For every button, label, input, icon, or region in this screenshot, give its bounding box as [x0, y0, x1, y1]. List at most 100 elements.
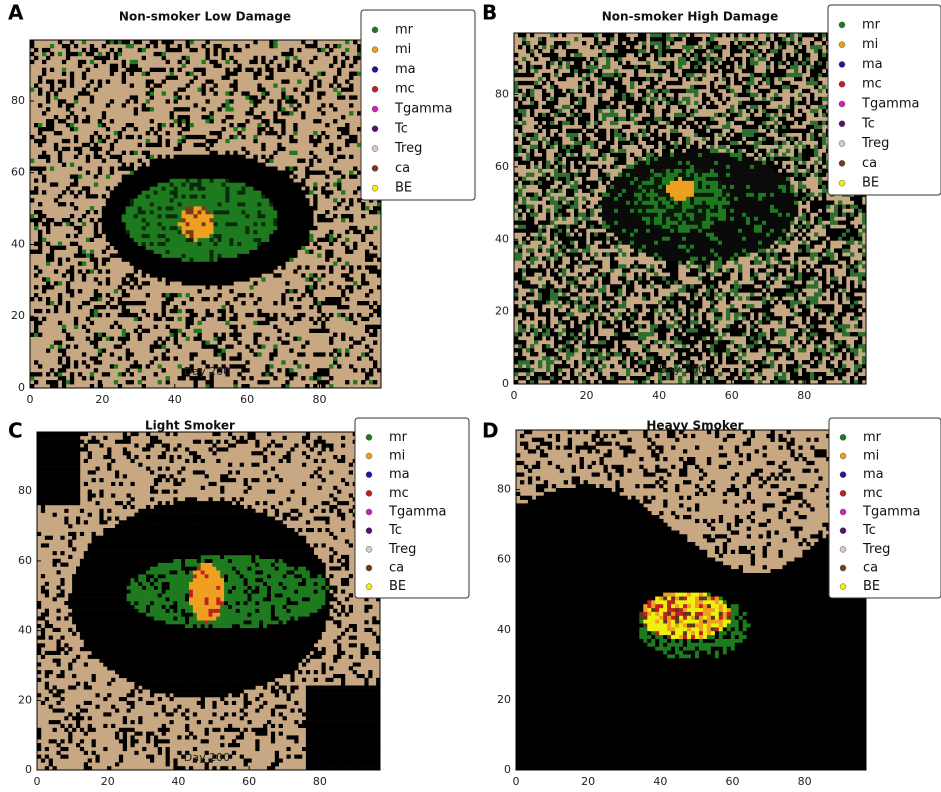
tissue-cell	[165, 194, 170, 199]
tissue-cell	[518, 332, 523, 337]
tissue-cell	[566, 168, 571, 173]
tissue-cell	[566, 41, 571, 46]
tissue-cell	[590, 240, 595, 245]
tissue-cell	[614, 244, 619, 249]
tissue-cell	[205, 214, 210, 219]
tissue-cell	[333, 332, 338, 337]
tissue-cell	[69, 380, 75, 385]
tissue-cell	[97, 352, 103, 357]
tissue-cell	[249, 202, 254, 207]
tissue-cell	[209, 190, 214, 195]
tissue-cell	[614, 152, 619, 157]
tissue-cell	[650, 320, 655, 325]
tissue-cell	[538, 248, 543, 253]
legend-marker	[371, 165, 379, 172]
tissue-cell	[73, 316, 79, 322]
tissue-cell	[586, 88, 591, 94]
tissue-cell	[602, 284, 607, 289]
tissue-cell	[245, 225, 250, 231]
tissue-cell	[209, 182, 214, 187]
tissue-cell	[345, 229, 350, 235]
tissue-cell	[333, 237, 338, 242]
tissue-cell	[129, 257, 134, 262]
tissue-cell	[205, 344, 210, 349]
tissue-cell	[618, 216, 623, 221]
tissue-cell	[574, 200, 579, 205]
legend-label: ca	[395, 161, 410, 176]
tissue-cell	[574, 216, 579, 221]
tissue-cell	[133, 328, 138, 333]
tissue-cell	[113, 344, 119, 349]
tissue-cell	[606, 212, 611, 217]
tissue-cell	[642, 41, 647, 46]
tissue-cell	[646, 348, 651, 353]
tissue-cell	[30, 297, 35, 302]
tissue-cell	[165, 265, 170, 270]
tissue-cell	[337, 95, 342, 100]
tissue-cell	[113, 190, 119, 195]
tissue-cell	[129, 229, 134, 235]
tissue-cell	[181, 63, 186, 68]
tissue-cell	[646, 176, 651, 181]
tissue-cell	[137, 237, 142, 242]
tissue-cell	[217, 210, 222, 215]
tissue-cell	[233, 297, 238, 302]
tissue-cell	[273, 218, 278, 223]
tissue-cell	[209, 233, 214, 239]
tissue-cell	[117, 158, 123, 163]
tissue-cell	[165, 202, 170, 207]
tissue-cell	[233, 214, 238, 219]
tissue-cell	[558, 41, 563, 46]
tissue-cell	[289, 241, 294, 246]
tissue-cell	[646, 136, 651, 141]
tissue-cell	[101, 115, 107, 120]
tissue-cell	[69, 202, 75, 207]
tissue-cell	[522, 112, 527, 118]
tissue-cell	[34, 316, 39, 322]
tissue-cell	[550, 272, 555, 277]
tissue-cell	[109, 218, 115, 223]
tissue-cell	[562, 152, 567, 157]
tissue-cell	[201, 59, 206, 65]
tissue-cell	[153, 40, 158, 45]
tissue-cell	[253, 241, 258, 246]
tissue-cell	[65, 51, 71, 57]
tissue-cell	[49, 253, 55, 258]
tissue-cell	[229, 241, 234, 246]
tissue-cell	[526, 172, 531, 177]
tissue-cell	[650, 356, 655, 361]
tissue-cell	[253, 340, 258, 345]
tissue-cell	[630, 76, 635, 82]
tissue-cell	[646, 236, 651, 241]
tissue-cell	[169, 67, 174, 72]
tissue-cell	[221, 182, 226, 187]
tissue-cell	[558, 168, 563, 173]
tissue-cell	[642, 316, 647, 321]
tissue-cell	[305, 214, 310, 219]
tissue-cell	[249, 233, 254, 239]
tissue-cell	[269, 190, 274, 195]
tissue-cell	[522, 268, 527, 273]
tissue-cell	[237, 257, 242, 262]
tissue-cell	[181, 186, 186, 191]
tissue-cell	[217, 218, 222, 223]
tissue-cell	[598, 168, 603, 173]
tissue-cell	[121, 249, 126, 254]
tissue-cell	[582, 360, 587, 365]
tissue-cell	[153, 210, 158, 215]
tissue-cell	[157, 277, 162, 282]
tissue-cell	[558, 108, 563, 114]
tissue-cell	[590, 68, 595, 74]
tissue-cell	[253, 99, 258, 104]
tissue-cell	[233, 324, 238, 329]
tissue-cell	[590, 208, 595, 213]
tissue-cell	[614, 304, 619, 309]
tissue-cell	[157, 174, 162, 179]
tissue-cell	[237, 182, 242, 187]
tissue-cell	[634, 316, 639, 321]
tissue-cell	[642, 196, 647, 201]
tissue-cell	[77, 166, 83, 171]
tissue-cell	[193, 249, 198, 254]
tissue-cell	[253, 273, 258, 278]
tissue-cell	[89, 138, 95, 144]
